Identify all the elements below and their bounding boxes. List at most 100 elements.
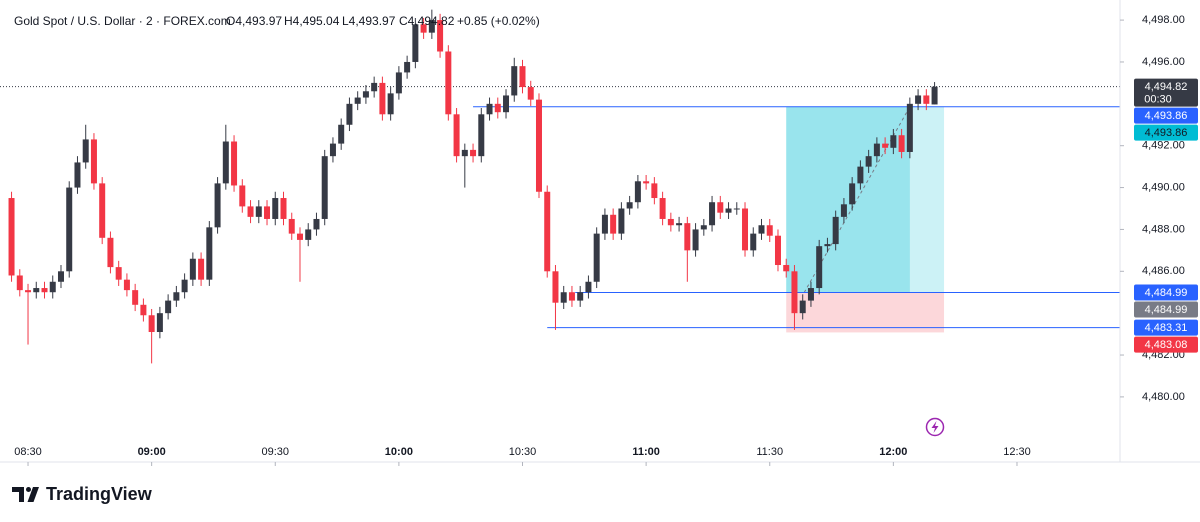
brand-name[interactable]: TradingView [46, 484, 153, 504]
candle-body [676, 223, 683, 226]
candle-body [700, 225, 707, 230]
candle-body [82, 139, 89, 163]
candle-body [667, 218, 674, 226]
x-tick-label: 09:30 [261, 446, 289, 458]
candle-body [799, 300, 806, 314]
candle-body [123, 279, 130, 291]
candle-body [923, 95, 930, 104]
candle-body [354, 97, 361, 104]
price-label-box [1134, 78, 1198, 107]
candle-body [264, 206, 271, 219]
candle-body [577, 292, 584, 301]
price-label-box [1134, 319, 1198, 336]
price-label: 4,483.08 [1145, 339, 1188, 351]
candle-body [659, 198, 666, 219]
candle-body [445, 51, 452, 115]
x-tick-label: 10:30 [509, 446, 537, 458]
candle-body [437, 20, 444, 52]
candle-body [461, 149, 468, 157]
brand-logo[interactable]: TradingView [12, 484, 153, 504]
logo-v[interactable] [27, 487, 40, 502]
candle-body [717, 202, 724, 213]
candle-body [222, 141, 229, 184]
logo-t[interactable] [12, 487, 24, 502]
target-zone [786, 106, 945, 293]
price-label: 4,493.86 [1145, 110, 1188, 122]
candle-body [49, 281, 56, 293]
candle-body [601, 214, 608, 234]
candle-body [156, 313, 163, 333]
candle-body [33, 288, 40, 293]
candle-body [346, 103, 353, 125]
candle-body [882, 143, 889, 148]
candle-body [849, 183, 856, 205]
candle-body [758, 225, 765, 234]
candle-body [544, 191, 551, 272]
candle-body [906, 103, 913, 152]
price-label-box [1134, 124, 1198, 141]
candle-body [733, 208, 740, 210]
candle-body [742, 208, 749, 251]
legend-close: C4,494.82 [399, 14, 455, 28]
candle-body [321, 156, 328, 219]
candle-body [288, 218, 295, 234]
icon-bolt[interactable] [931, 421, 939, 433]
candle-body [791, 271, 798, 314]
x-tick-label: 08:30 [14, 446, 42, 458]
candle-body [807, 288, 814, 301]
x-tick-label: 11:00 [632, 446, 660, 458]
candle-body [766, 225, 773, 236]
candle-body [651, 183, 658, 199]
price-label: 4,493.86 [1145, 127, 1188, 139]
candle-body [231, 141, 238, 186]
y-tick-label: 4,480.00 [1142, 391, 1185, 403]
candle-body [41, 288, 48, 293]
candle-body [453, 114, 460, 157]
candle-body [535, 99, 542, 192]
candle-body [280, 198, 287, 219]
plot-area [0, 9, 1120, 364]
lightning-icon[interactable] [925, 417, 945, 437]
price-label: 4,483.31 [1145, 322, 1188, 334]
price-label-box [1134, 107, 1198, 124]
price-countdown: 00:30 [1144, 94, 1172, 106]
candle-body [750, 233, 757, 251]
y-tick-label: 4,488.00 [1142, 223, 1185, 235]
candle-body [503, 95, 510, 113]
candle-body [568, 292, 575, 301]
candle-body [610, 214, 617, 234]
candle-body [379, 82, 386, 115]
x-tick-label: 10:00 [385, 446, 413, 458]
candle-body [198, 258, 205, 280]
y-tick-label: 4,498.00 [1142, 14, 1185, 26]
candle-body [66, 187, 73, 272]
candle-body [90, 139, 97, 184]
logo-dot[interactable] [26, 487, 31, 492]
candle-body [338, 124, 345, 144]
legend-open: O4,493.97 [226, 14, 282, 28]
candle-body [840, 204, 847, 217]
candle-body [428, 20, 435, 33]
price-label: 4,484.99 [1145, 304, 1188, 316]
legend-low: L4,493.97 [342, 14, 396, 28]
candle-body [255, 206, 262, 217]
price-label-box [1134, 284, 1198, 301]
candle-body [725, 208, 732, 213]
candle-body [832, 216, 839, 245]
candle-body [898, 135, 905, 152]
x-tick-label: 11:30 [756, 446, 783, 458]
candle-body [709, 202, 716, 226]
candle-body [857, 166, 864, 184]
y-tick-label: 4,496.00 [1142, 56, 1185, 68]
candle-body [412, 24, 419, 62]
candle-body [395, 72, 402, 94]
candle-body [107, 237, 114, 268]
candle-body [74, 162, 81, 188]
candle-body [931, 86, 938, 105]
candle-body [247, 206, 254, 217]
candle-body [25, 290, 32, 293]
candle-body [816, 246, 823, 289]
y-tick-label: 4,490.00 [1142, 181, 1185, 193]
